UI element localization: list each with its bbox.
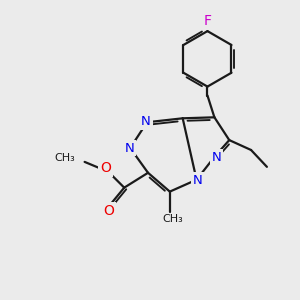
- Text: O: O: [103, 204, 114, 218]
- Text: O: O: [100, 161, 111, 175]
- Text: N: N: [212, 152, 221, 164]
- Text: CH₃: CH₃: [54, 153, 75, 163]
- Text: N: N: [193, 174, 202, 187]
- Text: N: N: [141, 115, 151, 128]
- Text: N: N: [124, 142, 134, 154]
- Text: CH₃: CH₃: [162, 214, 183, 224]
- Text: F: F: [203, 14, 211, 28]
